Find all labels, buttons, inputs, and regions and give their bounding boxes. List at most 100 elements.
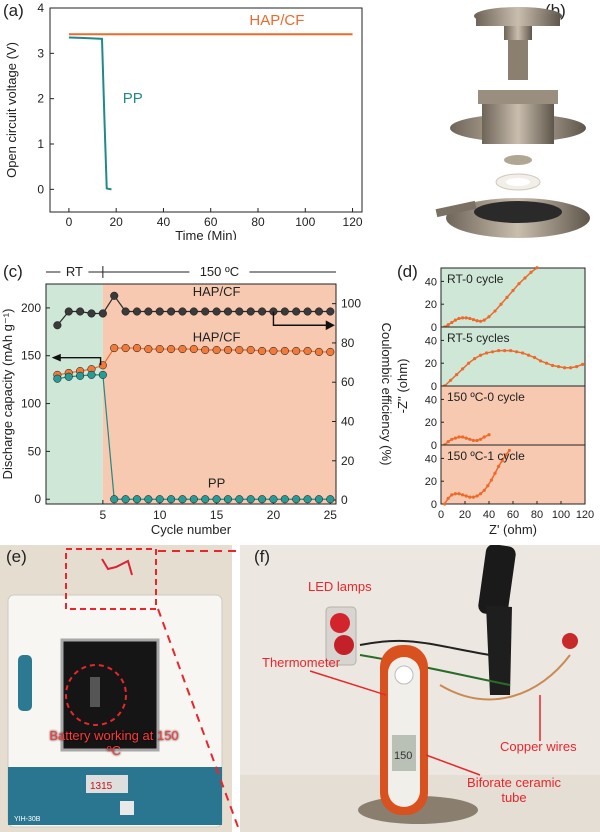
data-point-pp-capacity — [201, 495, 210, 504]
battery-callout: Battery working at 150 ºC — [49, 728, 179, 758]
data-point-hap-cf-ce — [144, 307, 153, 316]
impedance-point — [479, 437, 483, 441]
data-point-hap-cf-ce — [223, 307, 233, 316]
data-point-hap-cf-ce — [314, 307, 323, 316]
subplot-label: 150 ºC-1 cycle — [447, 449, 525, 463]
y-tick-label: 40 — [425, 276, 437, 288]
data-point-pp-capacity — [280, 495, 289, 504]
data-point-hap-cf-ce — [64, 307, 73, 316]
impedance-point — [471, 317, 475, 322]
data-point-hap-cf-ce — [212, 307, 221, 316]
thermometer-setup-photo: 150 (f) LED lamps Thermometer Copper wir… — [240, 545, 600, 832]
y2-axis-label: Coulombic efficiency (%) — [379, 323, 392, 466]
y-tick-label: 0 — [34, 492, 41, 506]
copper-wires-callout: Copper wires — [500, 739, 577, 754]
data-point-hap-cf-ce — [235, 307, 244, 316]
y2-tick-label: 60 — [341, 375, 355, 389]
impedance-point — [563, 366, 567, 370]
data-point-pp-capacity — [292, 495, 301, 504]
impedance-point — [509, 349, 513, 353]
impedance-point — [449, 378, 453, 382]
data-point-pp-capacity — [121, 495, 130, 504]
x-tick-label: 120 — [576, 509, 594, 521]
arrowhead-right — [325, 320, 335, 331]
hot-region — [102, 284, 336, 504]
data-point-pp-capacity — [269, 495, 278, 504]
data-point-hap-cf-capacity — [246, 345, 255, 355]
panel-label-e: (e) — [6, 547, 27, 566]
impedance-point — [450, 320, 454, 325]
subplot-frame — [440, 385, 586, 446]
impedance-point — [505, 295, 509, 299]
y-tick-label: 20 — [425, 476, 437, 488]
impedance-point — [468, 495, 472, 499]
data-point-hap-cf-capacity — [155, 344, 164, 354]
x-tick-label: 0 — [438, 509, 444, 521]
oven-photo: 1315 YIH-30B (e) Battery working at 150 … — [0, 545, 232, 832]
region-label-hot: 150 ºC — [200, 264, 239, 279]
y-tick-label: 20 — [425, 358, 437, 370]
region-label-rt: RT — [66, 264, 83, 279]
subplot-frame — [440, 326, 586, 387]
data-point-hap-cf-ce — [132, 307, 142, 316]
subplot-frame — [440, 444, 586, 505]
x-tick-label: 20 — [110, 215, 124, 229]
y-tick-label: 50 — [28, 444, 42, 458]
series-label-pp: PP — [123, 90, 143, 107]
impedance-point — [461, 493, 465, 497]
data-point-hap-cf-capacity — [110, 344, 119, 353]
impedance-point — [443, 502, 447, 506]
data-point-hap-cf-capacity — [212, 345, 221, 355]
data-point-pp-capacity — [132, 495, 142, 504]
impedance-point — [533, 355, 537, 360]
x-tick-label: 20 — [267, 508, 281, 522]
y-tick-label: 2 — [37, 92, 44, 106]
annotation-hap-ce: HAP/CF — [193, 284, 241, 299]
impedance-point — [521, 351, 525, 355]
data-point-hap-cf-capacity — [144, 344, 153, 354]
oven-plate: YIH-30B — [14, 816, 41, 823]
y-tick-label: 20 — [425, 299, 437, 311]
data-point-hap-cf-ce — [303, 307, 312, 316]
x-tick-label: 80 — [531, 509, 543, 521]
impedance-point — [485, 351, 489, 355]
x-axis-label: Z' (ohm) — [489, 522, 537, 537]
chart-d: 0 20 40 RT-0 cycle 0 20 40 RT-5 cycles 0 20 40 150 … — [395, 266, 594, 537]
data-point-hap-cf-ce — [121, 307, 130, 316]
y-axis-label: Open circuit voltage (V) — [4, 42, 19, 178]
svg-text:150: 150 — [394, 750, 412, 762]
data-point-hap-cf-capacity — [269, 346, 278, 356]
x-axis-label: Cycle number — [151, 522, 232, 537]
arrowhead-left — [51, 353, 61, 362]
impedance-point — [446, 439, 450, 444]
impedance-point — [446, 496, 450, 500]
impedance-point — [453, 318, 457, 322]
x-tick-label: 10 — [153, 508, 167, 522]
y2-tick-label: 40 — [341, 415, 355, 429]
impedance-point — [461, 435, 465, 439]
data-point-hap-cf-capacity — [223, 345, 233, 355]
annotation-pp: PP — [208, 476, 225, 491]
y-tick-label: 4 — [37, 1, 44, 15]
y-tick-label: 40 — [425, 335, 437, 347]
data-point-hap-cf-ce — [167, 307, 176, 316]
annotation-hap-capacity: HAP/CF — [193, 329, 241, 344]
data-point-hap-cf-ce — [178, 307, 187, 316]
y-tick-label: 0 — [37, 182, 44, 196]
data-point-hap-cf-capacity — [235, 345, 244, 355]
y-tick-label: 0 — [431, 499, 437, 511]
panel-label-d: (d) — [397, 262, 418, 281]
data-point-pp-capacity — [314, 495, 323, 504]
data-point-hap-cf-ce — [201, 307, 210, 316]
led-lamps-callout: LED lamps — [308, 579, 372, 594]
series-line-pp — [68, 36, 112, 191]
data-point-hap-cf-capacity — [326, 347, 335, 356]
data-point-hap-cf-ce — [326, 307, 335, 316]
y2-tick-label: 80 — [341, 336, 355, 350]
impedance-point — [497, 464, 501, 468]
impedance-point — [479, 492, 483, 496]
y-axis-label: -Z'' (ohm) — [395, 359, 410, 414]
data-point-hap-cf-ce — [98, 309, 107, 318]
chart-c: RT 150 ºC5 10 15 20 2505010015020002040608010… — [0, 264, 392, 537]
impedance-point — [461, 367, 465, 371]
